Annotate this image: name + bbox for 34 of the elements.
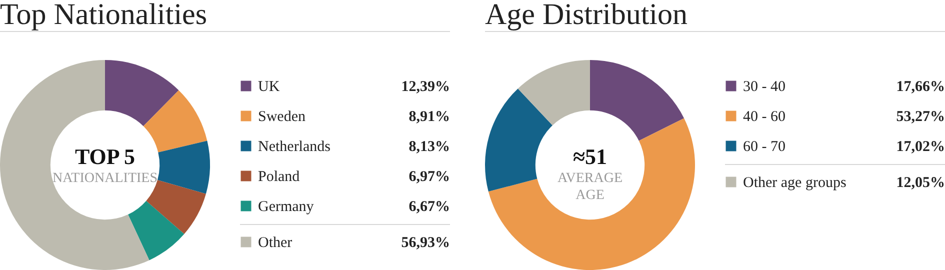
legend-label: 30 - 40 bbox=[743, 79, 786, 95]
text: TOP 5 bbox=[74, 144, 136, 169]
legend-label: Germany bbox=[258, 199, 314, 215]
legend-label: 40 - 60 bbox=[743, 109, 786, 125]
data-label: 12,39% bbox=[401, 79, 450, 95]
chart-title: Age Distribution bbox=[485, 0, 688, 31]
data-label: 17,66% bbox=[896, 79, 945, 95]
legend-label: Other age groups bbox=[743, 175, 846, 191]
data-label: 8,91% bbox=[408, 109, 450, 125]
legend-label: Poland bbox=[258, 169, 300, 185]
donut-slice bbox=[518, 60, 590, 126]
legend-label: Other bbox=[258, 235, 292, 251]
data-label: 6,67% bbox=[408, 199, 450, 215]
legend-label: UK bbox=[258, 79, 280, 95]
data-label: 12,05% bbox=[896, 175, 945, 191]
donut-slice bbox=[143, 90, 208, 152]
donut-slice bbox=[488, 118, 695, 270]
text: NATIONALITIES bbox=[52, 171, 158, 186]
data-label: 17,02% bbox=[896, 139, 945, 155]
donut-slice bbox=[158, 140, 210, 194]
donut-slice bbox=[590, 60, 684, 141]
donut-slice bbox=[105, 60, 179, 126]
data-label: 6,97% bbox=[408, 169, 450, 185]
legend-label: Sweden bbox=[258, 109, 306, 125]
chart-title: Top Nationalities bbox=[0, 0, 208, 31]
legend-label: 60 - 70 bbox=[743, 139, 786, 155]
donut-slice bbox=[128, 200, 184, 260]
text: AVERAGE AGE bbox=[557, 171, 623, 203]
donut-slice bbox=[485, 88, 552, 192]
text: ≈51 bbox=[572, 144, 608, 169]
legend-label: Netherlands bbox=[258, 139, 331, 155]
data-label: 56,93% bbox=[401, 235, 450, 251]
data-label: 53,27% bbox=[896, 109, 945, 125]
data-label: 8,13% bbox=[408, 139, 450, 155]
